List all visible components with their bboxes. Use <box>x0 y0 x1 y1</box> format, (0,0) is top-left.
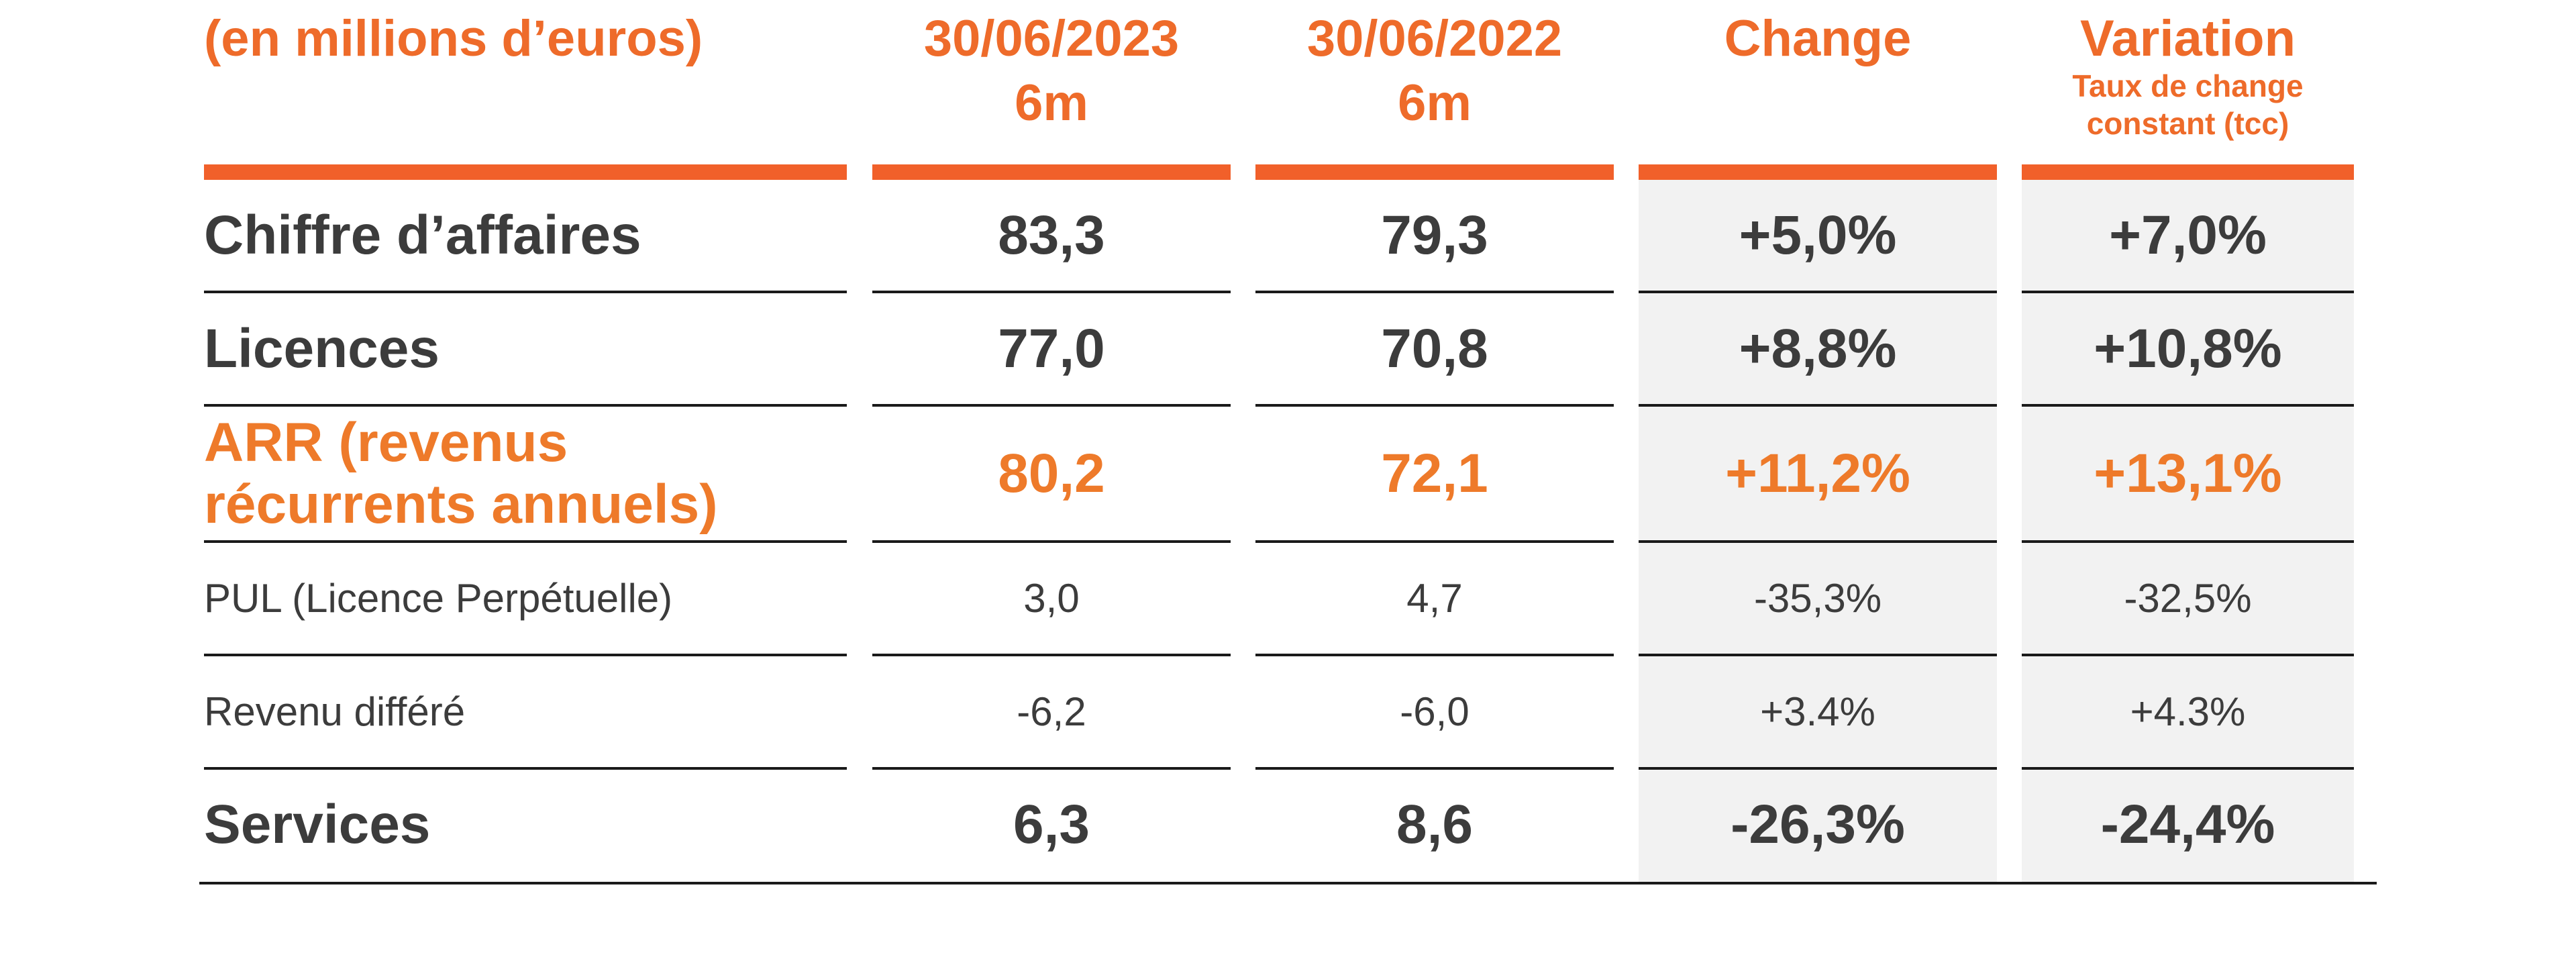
row-divider <box>872 767 1231 770</box>
row-divider <box>2022 654 2354 656</box>
row-label: Revenu différé <box>204 689 466 734</box>
header-bar <box>1639 164 1997 180</box>
table-bottom-rule <box>199 882 2377 884</box>
row-divider <box>204 540 847 543</box>
row-label: PUL (Licence Perpétuelle) <box>204 576 673 621</box>
row-divider <box>2022 404 2354 407</box>
row-divider <box>2022 291 2354 293</box>
row-divider <box>1255 291 1614 293</box>
column-header-variation: Variation <box>2022 7 2354 71</box>
column-header-subtitle: Taux de change constant (tcc) <box>2072 68 2304 141</box>
variation-value: -32,5% <box>2124 576 2252 621</box>
value-2022: 4,7 <box>1406 576 1463 621</box>
value-2023: -6,2 <box>1017 689 1086 734</box>
variation-value: +10,8% <box>2094 317 2282 379</box>
change-value: +8,8% <box>1739 317 1897 379</box>
column-header-2022: 30/06/2022 6m <box>1255 7 1614 136</box>
change-value: -35,3% <box>1753 576 1882 621</box>
row-divider <box>204 654 847 656</box>
value-2023: 83,3 <box>998 204 1105 266</box>
value-2023: 80,2 <box>998 442 1105 504</box>
value-2022: 79,3 <box>1381 204 1488 266</box>
row-label: ARR (revenus récurrents annuels) <box>204 411 718 535</box>
column-header-title: Change <box>1724 10 1912 67</box>
variation-value: +7,0% <box>2109 204 2267 266</box>
header-bar <box>1255 164 1614 180</box>
row-divider <box>1255 767 1614 770</box>
change-value: +5,0% <box>1739 204 1897 266</box>
value-2023: 6,3 <box>1013 793 1090 855</box>
row-divider <box>872 291 1231 293</box>
row-divider <box>204 291 847 293</box>
value-2022: -6,0 <box>1400 689 1470 734</box>
row-divider <box>1639 404 1997 407</box>
table-unit-label: (en millions d’euros) <box>204 10 703 67</box>
row-divider <box>204 404 847 407</box>
row-divider <box>872 540 1231 543</box>
row-divider <box>1255 654 1614 656</box>
column-header-date: 30/06/2023 <box>923 10 1180 67</box>
variation-column-background <box>2022 180 2354 882</box>
column-header-title: Variation <box>2080 10 2296 67</box>
row-divider <box>1639 654 1997 656</box>
value-2023: 77,0 <box>998 317 1105 379</box>
value-2023: 3,0 <box>1023 576 1080 621</box>
change-value: +11,2% <box>1725 442 1910 504</box>
change-value: -26,3% <box>1731 793 1905 855</box>
variation-value: +13,1% <box>2094 442 2282 504</box>
row-divider <box>1255 540 1614 543</box>
row-divider <box>1255 404 1614 407</box>
row-divider <box>204 767 847 770</box>
row-divider <box>1639 291 1997 293</box>
value-2022: 72,1 <box>1381 442 1488 504</box>
column-header-period: 6m <box>1015 74 1088 132</box>
header-bar <box>204 164 847 180</box>
value-2022: 70,8 <box>1381 317 1488 379</box>
column-header-2023: 30/06/2023 6m <box>872 7 1231 136</box>
header-bar <box>2022 164 2354 180</box>
change-value: +3.4% <box>1760 689 1875 734</box>
row-divider <box>872 654 1231 656</box>
variation-value: -24,4% <box>2100 793 2275 855</box>
row-divider <box>1639 767 1997 770</box>
row-divider <box>872 404 1231 407</box>
column-header-date: 30/06/2022 <box>1306 10 1563 67</box>
column-header-change: Change <box>1639 7 1997 71</box>
row-divider <box>2022 540 2354 543</box>
row-divider <box>1639 540 1997 543</box>
column-header-period: 6m <box>1398 74 1472 132</box>
change-column-background <box>1639 180 1997 882</box>
row-label: Chiffre d’affaires <box>204 204 641 266</box>
header-bar <box>872 164 1231 180</box>
row-divider <box>2022 767 2354 770</box>
value-2022: 8,6 <box>1396 793 1473 855</box>
row-label: Services <box>204 793 431 855</box>
row-label: Licences <box>204 317 440 379</box>
variation-value: +4.3% <box>2130 689 2246 734</box>
